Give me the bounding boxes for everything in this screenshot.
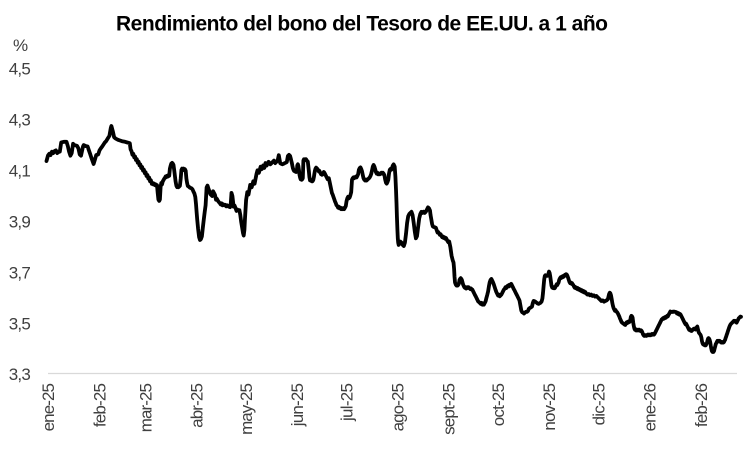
- svg-text:sept-25: sept-25: [440, 383, 459, 435]
- svg-text:jul-25: jul-25: [338, 383, 357, 422]
- svg-text:abr-25: abr-25: [188, 383, 207, 428]
- svg-text:oct-25: oct-25: [489, 383, 508, 426]
- svg-text:ago-25: ago-25: [389, 383, 408, 431]
- svg-text:4,5: 4,5: [9, 60, 31, 79]
- svg-text:mar-25: mar-25: [136, 383, 155, 432]
- svg-text:ene-25: ene-25: [39, 383, 58, 431]
- svg-text:%: %: [13, 36, 28, 55]
- svg-text:ene-26: ene-26: [641, 383, 660, 431]
- svg-text:jun-25: jun-25: [288, 383, 307, 427]
- svg-text:nov-25: nov-25: [540, 383, 559, 431]
- svg-text:3,7: 3,7: [9, 263, 31, 282]
- svg-text:Rendimiento del bono del Tesor: Rendimiento del bono del Tesoro de EE.UU…: [116, 13, 608, 36]
- svg-text:4,3: 4,3: [9, 111, 31, 130]
- svg-text:dic-25: dic-25: [590, 383, 609, 425]
- svg-text:4,1: 4,1: [9, 162, 31, 181]
- svg-text:may-25: may-25: [237, 383, 256, 435]
- svg-text:3,9: 3,9: [9, 212, 31, 231]
- svg-text:3,3: 3,3: [9, 365, 31, 384]
- svg-text:3,5: 3,5: [9, 314, 31, 333]
- svg-text:feb-26: feb-26: [692, 383, 711, 427]
- svg-text:feb-25: feb-25: [90, 383, 109, 427]
